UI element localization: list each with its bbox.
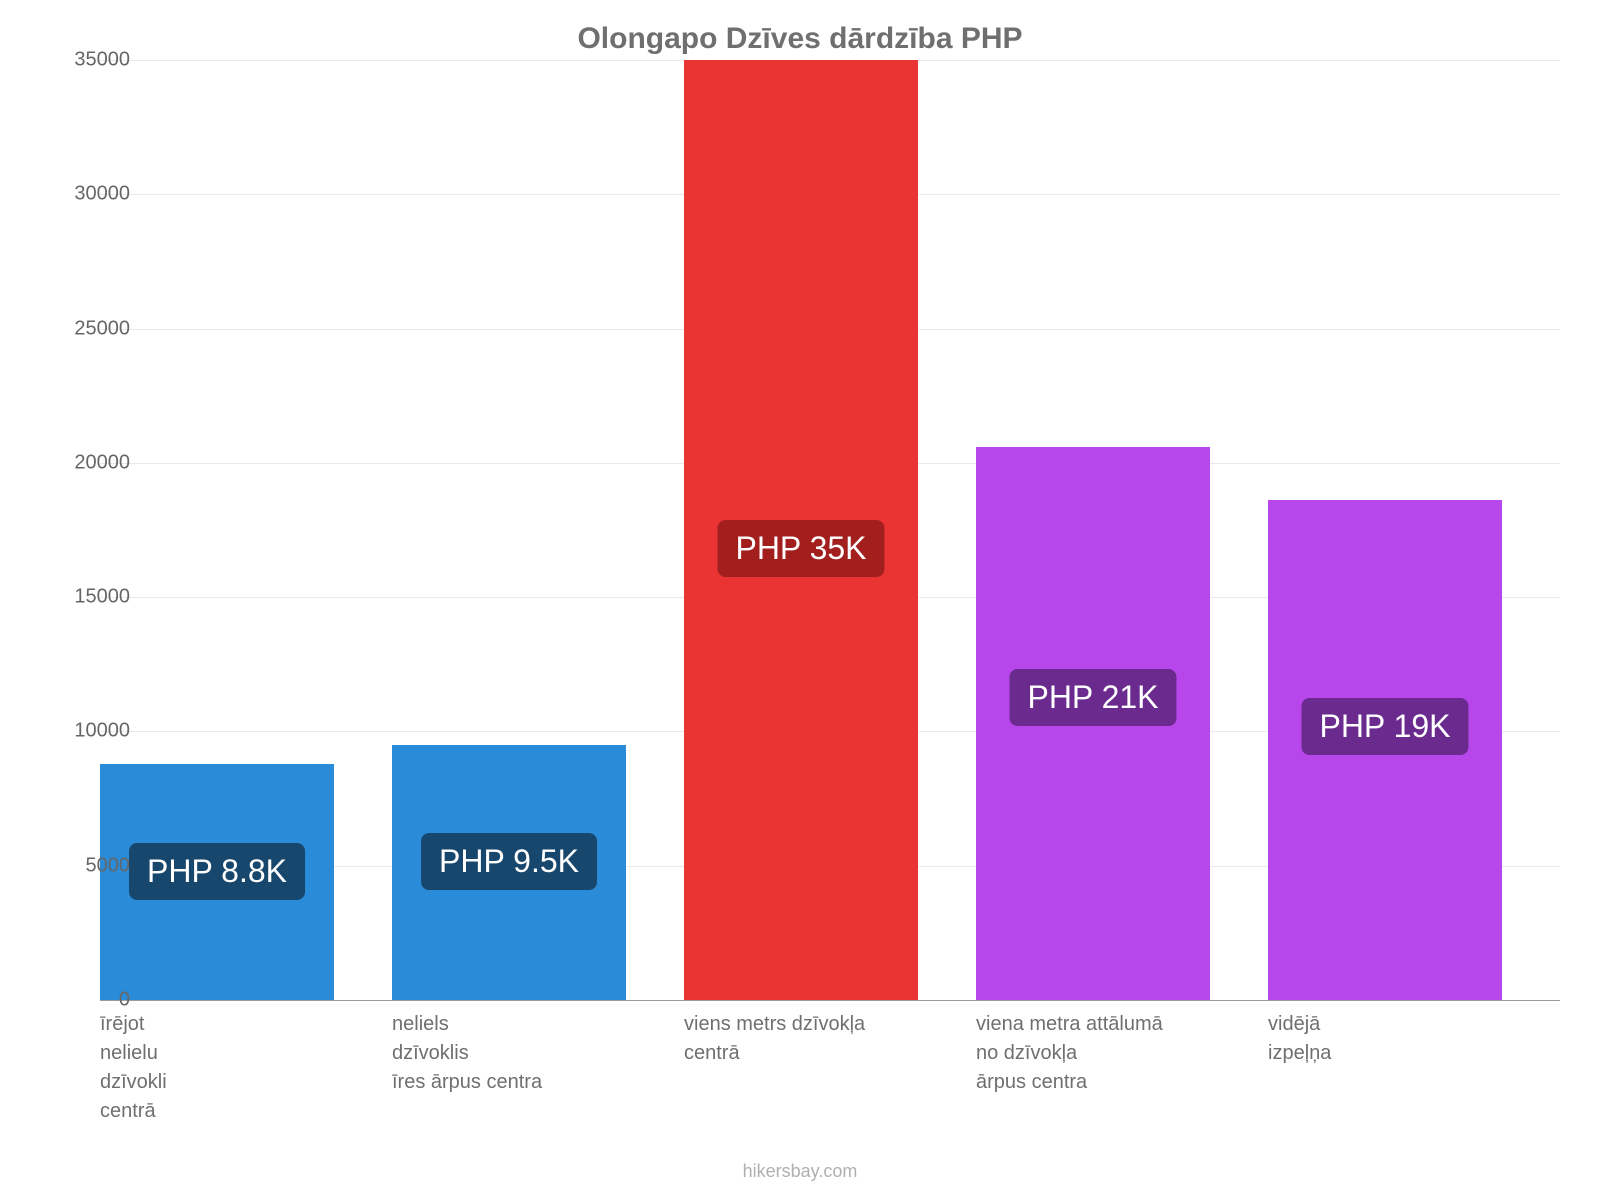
chart-bar: PHP 35K xyxy=(684,60,918,1000)
x-tick-label: viena metra attālumā no dzīvokļa ārpus c… xyxy=(976,1010,1230,1097)
bar-value-badge: PHP 35K xyxy=(717,520,884,577)
y-tick-label: 5000 xyxy=(40,854,130,877)
x-tick-label: īrējot nelielu dzīvokli centrā xyxy=(100,1010,354,1126)
cost-of-living-chart: Olongapo Dzīves dārdzība PHP PHP 8.8KPHP… xyxy=(0,0,1600,1200)
y-tick-label: 0 xyxy=(40,989,130,1012)
chart-bar: PHP 21K xyxy=(976,447,1210,1000)
plot-area: PHP 8.8K PHP 9.5K PHP 35K PHP 21K PHP 19K xyxy=(100,60,1560,1001)
bar-value-badge: PHP 19K xyxy=(1301,698,1468,755)
chart-bar: PHP 8.8K xyxy=(100,764,334,1000)
y-tick-label: 25000 xyxy=(40,317,130,340)
x-tick-label: neliels dzīvoklis īres ārpus centra xyxy=(392,1010,646,1097)
chart-bar: PHP 9.5K xyxy=(392,745,626,1000)
bar-value-badge: PHP 21K xyxy=(1009,669,1176,726)
y-tick-label: 20000 xyxy=(40,451,130,474)
x-tick-label: vidējā izpeļņa xyxy=(1268,1010,1522,1068)
chart-title: Olongapo Dzīves dārdzība PHP xyxy=(0,22,1600,56)
y-tick-label: 15000 xyxy=(40,586,130,609)
bar-value-badge: PHP 9.5K xyxy=(421,833,597,890)
chart-footer: hikersbay.com xyxy=(0,1161,1600,1182)
y-tick-label: 10000 xyxy=(40,720,130,743)
x-tick-label: viens metrs dzīvokļa centrā xyxy=(684,1010,938,1068)
bar-value-badge: PHP 8.8K xyxy=(129,843,305,900)
chart-bar: PHP 19K xyxy=(1268,500,1502,1000)
y-tick-label: 30000 xyxy=(40,183,130,206)
y-tick-label: 35000 xyxy=(40,49,130,72)
